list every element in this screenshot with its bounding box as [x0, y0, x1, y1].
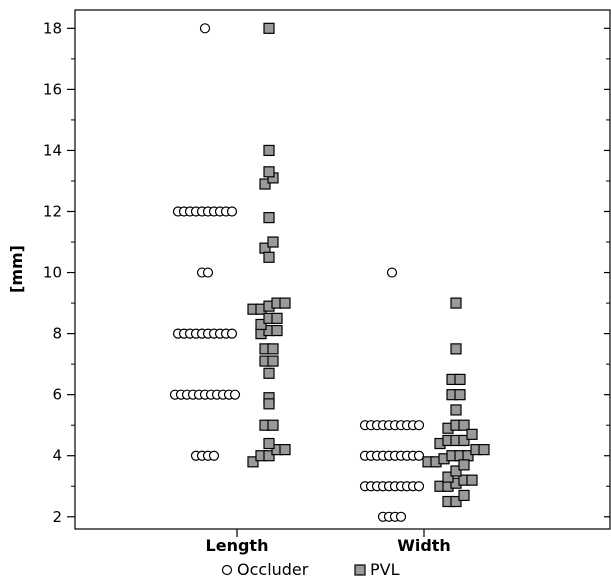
pvl-point	[263, 398, 275, 410]
pvl-point	[478, 444, 490, 456]
pvl-point	[255, 318, 267, 331]
occluder-point	[226, 328, 238, 339]
y-tick-label: 6	[52, 386, 62, 404]
pvl-point	[267, 236, 279, 248]
pvl-point	[450, 297, 462, 309]
pvl-point	[450, 495, 462, 508]
pvl-point	[454, 373, 466, 386]
y-tick-label: 8	[52, 325, 62, 343]
occluder-point	[199, 23, 211, 34]
pvl-point	[271, 312, 283, 324]
occluder-point	[229, 389, 241, 400]
occluder-point	[395, 511, 407, 522]
y-tick-label: 4	[52, 447, 62, 465]
pvl-point	[263, 251, 275, 263]
plot-frame	[74, 9, 611, 530]
y-tick-label: 18	[43, 19, 62, 37]
legend-occluder-icon	[221, 564, 233, 576]
occluder-point	[413, 420, 425, 431]
pvl-point	[263, 22, 275, 34]
y-tick-label: 12	[43, 202, 62, 220]
occluder-point	[202, 267, 214, 278]
pvl-point	[458, 489, 470, 502]
legend-label: PVL	[370, 560, 400, 579]
pvl-point	[458, 459, 470, 471]
pvl-point	[267, 355, 279, 367]
legend: Occluder PVL	[221, 560, 400, 579]
pvl-point	[466, 428, 478, 440]
pvl-point	[263, 166, 275, 178]
y-axis-title: [mm]	[7, 245, 26, 293]
pvl-point	[442, 471, 454, 483]
pvl-point	[450, 465, 462, 477]
legend-pvl-icon	[354, 564, 366, 576]
y-tick-label: 10	[43, 264, 62, 282]
data-points	[169, 22, 490, 522]
category-label: Length	[206, 536, 269, 555]
pvl-point	[458, 434, 470, 447]
pvl-point	[263, 367, 275, 379]
pvl-point	[263, 437, 275, 450]
occluder-point	[413, 481, 425, 492]
category-label: Width	[397, 536, 451, 555]
pvl-point	[271, 324, 283, 337]
pvl-point	[279, 297, 291, 309]
pvl-point	[450, 404, 462, 416]
y-axis: 2 4 6 8 10 12 14 16 18	[43, 19, 610, 526]
pvl-point	[267, 343, 279, 355]
pvl-point	[454, 389, 466, 401]
pvl-point	[267, 419, 279, 431]
occluder-point	[413, 450, 425, 461]
y-tick-label: 14	[43, 141, 62, 159]
pvl-point	[263, 450, 275, 462]
y-tick-label: 2	[52, 508, 62, 526]
y-tick-label: 16	[43, 80, 62, 98]
occluder-point	[386, 267, 398, 278]
pvl-point	[247, 456, 259, 468]
pvl-point	[279, 444, 291, 456]
x-axis: Length Width	[206, 529, 451, 555]
occluder-point	[208, 450, 220, 461]
legend-label: Occluder	[237, 560, 309, 579]
pvl-point	[263, 212, 275, 224]
pvl-point	[458, 419, 470, 431]
pvl-point	[450, 343, 462, 355]
pvl-point	[259, 178, 271, 190]
pvl-point	[263, 144, 275, 157]
occluder-point	[226, 206, 238, 217]
pvl-point	[466, 474, 478, 486]
